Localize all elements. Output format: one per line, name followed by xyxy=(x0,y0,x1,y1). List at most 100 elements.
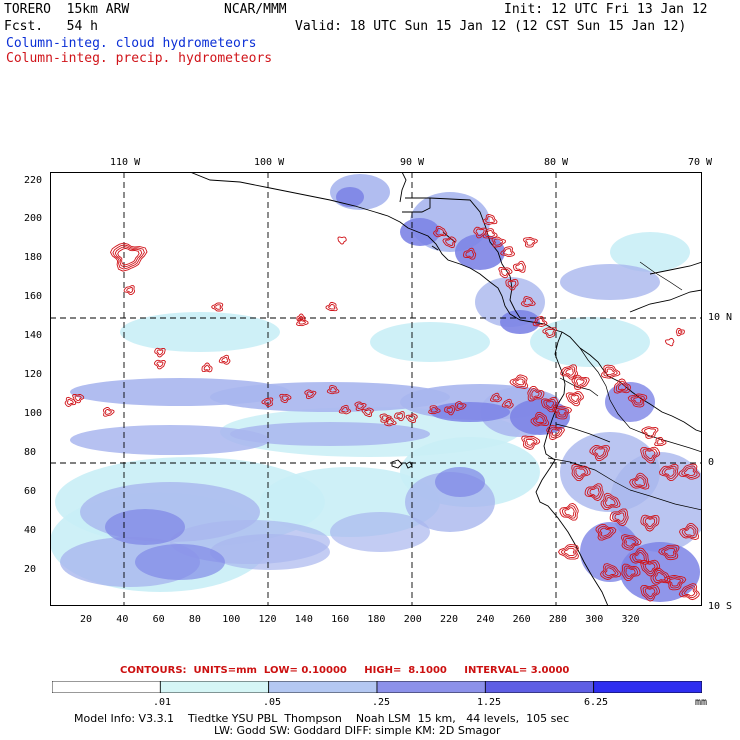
precip-contour xyxy=(465,249,475,258)
precip-contour xyxy=(328,303,336,310)
precip-contour xyxy=(501,398,514,409)
lon-label: 90 W xyxy=(400,157,425,168)
precip-contour xyxy=(475,228,485,237)
precip-contour xyxy=(584,483,604,502)
precip-contour xyxy=(664,574,687,591)
x-tick-label: 200 xyxy=(403,614,422,625)
cloud-patch xyxy=(105,509,185,545)
model-info: Model Info: V3.3.1 Tiedtke YSU PBL Thomp… xyxy=(74,712,570,725)
precip-contour xyxy=(614,512,625,522)
precip-contour xyxy=(74,395,82,402)
lat-label: 10 S xyxy=(708,601,733,612)
precip-contour xyxy=(490,392,503,403)
cloud-patch xyxy=(620,542,700,602)
precip-contour xyxy=(396,413,403,420)
precip-contour xyxy=(502,248,513,256)
precip-contour xyxy=(625,567,636,577)
precip-contour xyxy=(573,376,588,389)
precip-contour xyxy=(523,298,534,306)
precip-contour xyxy=(114,246,143,268)
precip-contour xyxy=(482,214,498,225)
precip-contour xyxy=(279,393,292,404)
precip-contour xyxy=(683,467,696,477)
precip-contour xyxy=(515,262,524,271)
precip-contour xyxy=(117,247,140,266)
precip-contour xyxy=(530,411,550,427)
precip-contour xyxy=(542,327,557,338)
precip-contour xyxy=(72,393,85,404)
precip-contour xyxy=(550,428,560,436)
precip-contour xyxy=(492,394,500,401)
precip-contour xyxy=(644,518,656,528)
cloud-patch xyxy=(330,512,430,552)
precip-contour xyxy=(678,463,700,480)
precip-contour xyxy=(669,578,682,587)
precip-contour xyxy=(211,302,224,312)
x-tick-label: 320 xyxy=(621,614,640,625)
precip-contour xyxy=(430,407,438,413)
cloud-patch xyxy=(610,452,702,552)
precip-contour xyxy=(341,406,349,413)
precip-contour xyxy=(621,563,641,582)
precip-contour xyxy=(296,313,306,322)
precip-contour xyxy=(603,366,618,377)
precip-contour xyxy=(514,378,524,386)
precip-contour xyxy=(444,238,455,247)
precip-contour xyxy=(104,409,112,415)
precip-contour xyxy=(666,576,684,589)
precip-contour xyxy=(560,545,577,558)
precip-contour xyxy=(525,238,536,246)
cloud-patch xyxy=(610,232,690,272)
cloud-patch xyxy=(210,382,450,412)
precip-contour xyxy=(156,349,164,356)
colorbar xyxy=(52,681,702,693)
cloud-patch xyxy=(435,467,485,497)
precip-contour xyxy=(575,467,586,477)
colorbar-segment xyxy=(593,681,702,693)
precip-contour xyxy=(126,287,134,294)
y-tick-label: 60 xyxy=(24,486,37,497)
precip-contour xyxy=(623,535,640,549)
contour-info: CONTOURS: UNITS=mm LOW= 0.10000 HIGH= 8.… xyxy=(120,665,570,676)
precip-contour xyxy=(154,347,166,358)
colorbar-segment xyxy=(268,681,378,693)
precip-contour xyxy=(338,404,352,415)
precip-contour xyxy=(664,337,675,347)
forecast-hour: Fcst. 54 h xyxy=(4,19,98,34)
precip-contour xyxy=(573,465,589,480)
precip-contour xyxy=(356,403,364,409)
precip-contour xyxy=(605,368,615,376)
precip-contour xyxy=(631,474,648,488)
center-label: NCAR/MMM xyxy=(224,2,287,17)
y-tick-label: 140 xyxy=(24,330,43,341)
precip-contour xyxy=(600,492,621,511)
cloud-patch xyxy=(400,218,440,246)
precip-contour xyxy=(627,393,648,408)
precip-contour xyxy=(602,494,619,509)
cloud-patch xyxy=(70,425,270,455)
x-tick-label: 180 xyxy=(367,614,386,625)
precip-contour xyxy=(444,405,456,416)
cloud-patch xyxy=(605,382,655,422)
lon-label: 80 W xyxy=(544,157,569,168)
precip-contour xyxy=(325,301,338,312)
precip-contour xyxy=(337,236,347,245)
precip-contour xyxy=(597,525,614,539)
precip-contour xyxy=(408,415,416,422)
lon-label: 100 W xyxy=(254,157,285,168)
cloud-patch xyxy=(560,264,660,300)
precip-contour xyxy=(661,465,677,479)
lat-lon-grid xyxy=(50,172,702,606)
y-tick-label: 40 xyxy=(24,525,37,536)
precip-contour xyxy=(505,278,519,291)
x-tick-label: 80 xyxy=(188,614,201,625)
precip-contour xyxy=(548,426,563,438)
precip-contour xyxy=(681,524,697,539)
precip-contour xyxy=(681,465,698,478)
precip-contour xyxy=(456,403,464,409)
precip-contour xyxy=(654,572,666,582)
precip-contour xyxy=(560,364,579,380)
colorbar-segment xyxy=(484,681,595,693)
cloud-patch xyxy=(455,234,505,270)
cloud-patch xyxy=(500,310,540,334)
